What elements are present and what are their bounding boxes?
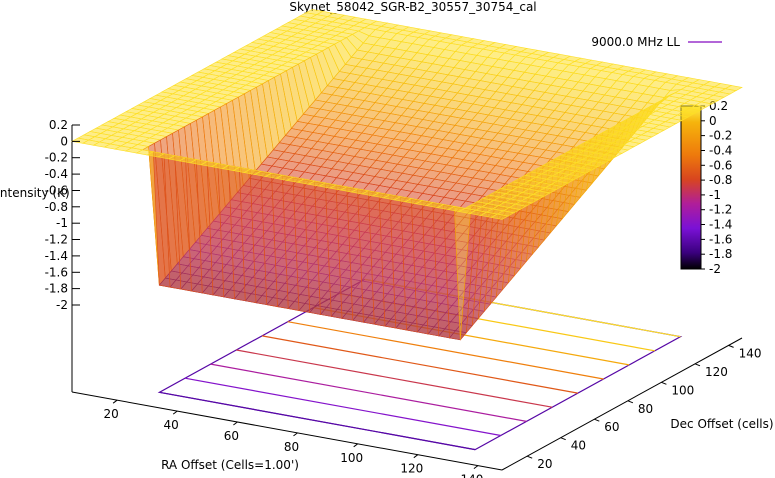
z-tick-label: 0 [60, 134, 68, 148]
x-tick-label: 40 [164, 418, 179, 432]
z-tick-label: -0.4 [45, 167, 68, 181]
y-tick-label: 60 [604, 420, 619, 434]
colorbar-tick-label: -2 [709, 262, 721, 276]
z-tick-label: -1.8 [45, 282, 68, 296]
colorbar-tick-label: 0 [709, 114, 717, 128]
y-tick-label: 140 [739, 346, 762, 360]
x-axis-label: RA Offset (Cells=1.00') [161, 458, 299, 472]
z-tick-label: -0.8 [45, 200, 68, 214]
y-tick-label: 40 [571, 439, 586, 453]
x-tick-mark [112, 399, 118, 404]
contour-line [184, 377, 501, 437]
y-tick-mark [728, 344, 734, 348]
y-tick-label: 80 [638, 402, 653, 416]
y-tick-label: 120 [705, 365, 728, 379]
x-axis-ticks: 20 40 60 80 100 120 140 [103, 399, 483, 478]
contour-line [210, 363, 527, 422]
contour-line [261, 335, 578, 394]
x-tick-label: 60 [224, 429, 239, 443]
x-tick-label: 120 [400, 462, 423, 476]
y-axis-ticks: 20 40 60 80 100 120 140 [527, 344, 762, 471]
y-tick-mark [627, 400, 634, 404]
y-tick-mark [527, 455, 533, 459]
z-axis-ticks: 0.2 0 -0.2 -0.4 -0.6 -0.8 -1 -1.2 -1.4 -1.6 -1.8 -2 [45, 118, 80, 312]
y-axis-line [501, 337, 743, 471]
z-tick-label: -1.4 [45, 249, 68, 263]
z-tick-label: -0.6 [45, 184, 68, 198]
colorbar-tick-label: -1.2 [709, 203, 732, 217]
x-tick-label: 20 [103, 407, 118, 421]
colorbar-tick-label: -0.6 [709, 158, 732, 172]
x-tick-mark [233, 421, 238, 426]
z-tick-label: -0.2 [45, 151, 68, 165]
surface-cell [490, 213, 509, 220]
y-axis-label: Dec Offset (cells) [670, 417, 773, 431]
z-tick-label: -1 [56, 216, 68, 230]
colorbar [680, 105, 702, 270]
x-tick-mark [172, 410, 178, 415]
y-tick-mark [594, 418, 600, 422]
x-tick-label: 140 [460, 473, 483, 478]
surface-plot [71, 9, 743, 341]
colorbar-ticks: 0.20-0.2-0.4-0.6-0.8-1-1.2-1.4-1.6-1.8-2 [701, 99, 732, 276]
colorbar-tick-label: -1.8 [709, 247, 732, 261]
z-tick-label: -1.2 [45, 233, 68, 247]
legend-label: 9000.0 MHz LL [591, 35, 680, 49]
y-tick-mark [694, 363, 701, 367]
colorbar-tick-label: -0.2 [709, 129, 732, 143]
colorbar-tick-label: -0.8 [709, 173, 732, 187]
colorbar-tick-label: -1.4 [709, 218, 732, 232]
z-tick-label: -2 [56, 298, 68, 312]
colorbar-tick-label: -1.6 [709, 232, 732, 246]
z-tick-label: 0.2 [49, 118, 68, 132]
y-tick-label: 20 [537, 457, 552, 471]
y-tick-mark [560, 437, 566, 441]
y-tick-label: 100 [671, 383, 694, 397]
base-frame [71, 125, 743, 471]
x-tick-mark [293, 432, 298, 437]
x-tick-mark [353, 443, 359, 448]
contour-line [287, 321, 604, 380]
contour-lines [157, 278, 683, 451]
y-tick-mark [661, 381, 667, 385]
x-tick-label: 100 [340, 451, 363, 465]
x-tick-label: 80 [284, 440, 299, 454]
colorbar-tick-label: -1 [709, 188, 721, 202]
x-tick-mark [413, 454, 419, 459]
z-axis-label: Intensity (K) [0, 186, 70, 200]
x-tick-mark [473, 465, 479, 470]
z-tick-label: -1.6 [45, 265, 68, 279]
x-axis-line [71, 391, 503, 471]
contour-line [236, 349, 553, 408]
colorbar-tick-label: -0.4 [709, 144, 732, 158]
chart-title: Skynet_58042_SGR-B2_30557_30754_cal [289, 0, 536, 14]
